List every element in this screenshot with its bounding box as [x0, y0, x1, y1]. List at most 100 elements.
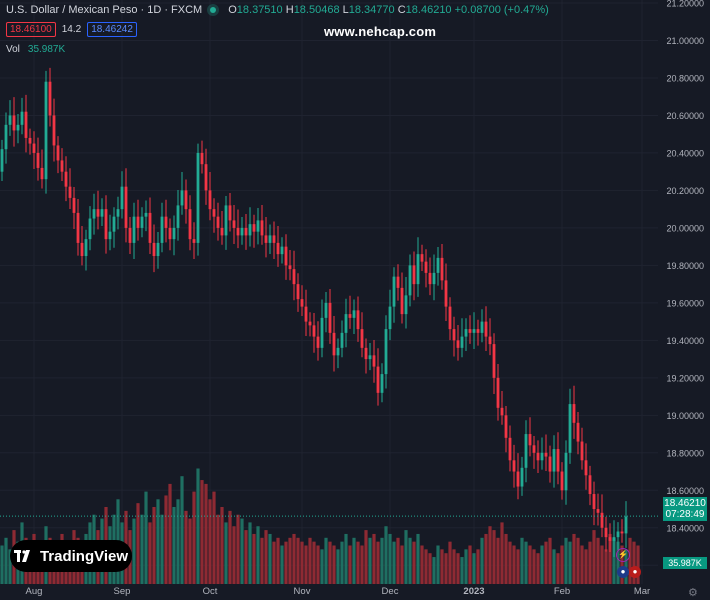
spread-value: 14.2 — [61, 24, 82, 35]
symbol-title[interactable]: U.S. Dollar / Mexican Peso · 1D · FXCM — [6, 4, 203, 16]
us-flag-icon[interactable]: ● — [617, 566, 629, 578]
candle-body — [272, 235, 276, 243]
candle-body — [252, 224, 256, 232]
candle-body — [576, 422, 580, 442]
volume-bar — [524, 541, 528, 584]
candle-body — [344, 314, 348, 333]
tradingview-logo[interactable]: TradingView — [10, 540, 132, 572]
candle-body — [192, 239, 196, 243]
candle-body — [36, 152, 40, 168]
volume-bar — [436, 545, 440, 584]
volume-bar — [132, 518, 136, 584]
candle-body — [196, 152, 200, 243]
candle-body — [208, 190, 212, 210]
volume-bar — [476, 549, 480, 584]
volume-bar — [400, 545, 404, 584]
candle-body — [0, 149, 4, 172]
settings-gear-icon[interactable]: ⚙ — [688, 587, 698, 599]
candle-body — [568, 404, 572, 453]
volume-bar — [288, 537, 292, 584]
x-tick-label: Oct — [203, 586, 218, 597]
candle-body — [168, 227, 172, 240]
candle-body — [496, 377, 500, 408]
volume-bar — [448, 541, 452, 584]
x-tick-label: Aug — [26, 586, 43, 597]
candle-body — [120, 186, 124, 210]
volume-bar — [256, 526, 260, 584]
volume-bar — [404, 530, 408, 584]
ohlc-readout: O18.37510 H18.50468 L18.34770 C18.46210 … — [228, 4, 549, 16]
candle-body — [80, 242, 84, 257]
volume-bar — [500, 522, 504, 584]
volume-bar — [264, 530, 268, 584]
candle-body — [388, 306, 392, 330]
volume-bar — [364, 530, 368, 584]
candle-body — [608, 537, 612, 541]
candle-body — [132, 216, 136, 243]
candle-body — [520, 467, 524, 487]
candle-body — [4, 124, 8, 150]
candle-body — [164, 216, 168, 228]
volume-bar — [276, 537, 280, 584]
candle-body — [68, 186, 72, 198]
candle-body — [492, 344, 496, 378]
volume-bar — [620, 545, 624, 584]
candle-body — [16, 124, 20, 131]
volume-value: 35.987K — [27, 44, 66, 55]
volume-bar — [368, 537, 372, 584]
volume-bar — [224, 522, 228, 584]
y-tick-label: 20.80000 — [666, 73, 704, 83]
candle-body — [248, 224, 252, 236]
volume-bar — [4, 537, 8, 584]
event-flash-icon[interactable]: ⚡ — [616, 548, 630, 562]
volume-bar — [504, 533, 508, 584]
x-tick-label: Sep — [114, 586, 131, 597]
candle-body — [404, 295, 408, 315]
candle-body — [260, 220, 264, 236]
candle-body — [12, 115, 16, 131]
quote-row: 18.46100 14.2 18.46242 — [6, 22, 137, 37]
volume-bar — [488, 526, 492, 584]
volume-bar — [252, 533, 256, 584]
candle-body — [584, 460, 588, 476]
volume-bar — [560, 545, 564, 584]
candle-body — [148, 212, 152, 243]
candle-body — [88, 218, 92, 240]
candle-body — [472, 329, 476, 333]
volume-legend: Vol 35.987K — [6, 44, 65, 55]
volume-bar — [0, 545, 4, 584]
volume-bar — [200, 480, 204, 584]
volume-bar — [440, 549, 444, 584]
volume-bar — [284, 541, 288, 584]
candle-body — [348, 314, 352, 318]
volume-bar — [468, 545, 472, 584]
event-flag-icon[interactable]: ● — [629, 566, 641, 578]
candle-body — [240, 227, 244, 236]
volume-bar — [180, 476, 184, 584]
volume-bar — [392, 541, 396, 584]
volume-bar — [192, 491, 196, 584]
volume-bar — [584, 549, 588, 584]
volume-bar — [496, 537, 500, 584]
candle-body — [436, 257, 440, 273]
volume-bar — [588, 541, 592, 584]
buy-button[interactable]: 18.46242 — [87, 22, 137, 37]
volume-bar — [416, 533, 420, 584]
candle-body — [488, 336, 492, 345]
candle-body — [216, 216, 220, 228]
sell-button[interactable]: 18.46100 — [6, 22, 56, 37]
candle-body — [212, 209, 216, 217]
candle-body — [24, 111, 28, 138]
candle-body — [620, 531, 624, 534]
candle-body — [524, 434, 528, 468]
volume-bar — [176, 499, 180, 584]
candle-body — [572, 404, 576, 423]
candle-body — [220, 227, 224, 236]
volume-bar — [516, 549, 520, 584]
volume-bar — [376, 541, 380, 584]
candle-body — [400, 287, 404, 315]
candle-body — [372, 355, 376, 367]
y-tick-label: 20.40000 — [666, 148, 704, 158]
volume-bar — [460, 557, 464, 584]
